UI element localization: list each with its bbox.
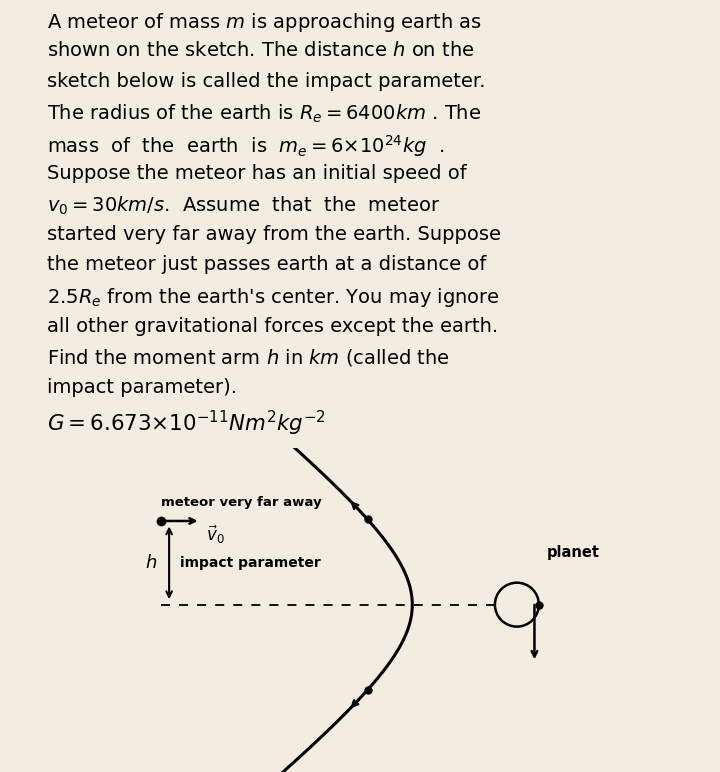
Text: planet: planet: [546, 545, 600, 560]
Text: the meteor just passes earth at a distance of: the meteor just passes earth at a distan…: [47, 256, 486, 274]
Text: started very far away from the earth. Suppose: started very far away from the earth. Su…: [47, 225, 501, 244]
Text: impact parameter: impact parameter: [179, 556, 320, 570]
Text: Suppose the meteor has an initial speed of: Suppose the meteor has an initial speed …: [47, 164, 467, 183]
Text: $G = 6.673{\times}10^{-11}Nm^2kg^{-2}$: $G = 6.673{\times}10^{-11}Nm^2kg^{-2}$: [47, 408, 325, 438]
Text: shown on the sketch. The distance $h$ on the: shown on the sketch. The distance $h$ on…: [47, 41, 474, 60]
Text: meteor very far away: meteor very far away: [161, 496, 322, 510]
Text: impact parameter).: impact parameter).: [47, 378, 237, 397]
Text: A meteor of mass $m$ is approaching earth as: A meteor of mass $m$ is approaching eart…: [47, 11, 482, 33]
Text: mass  of  the  earth  is  $m_e = 6{\times}10^{24}kg$  .: mass of the earth is $m_e = 6{\times}10^…: [47, 133, 444, 159]
Text: $h$: $h$: [145, 554, 157, 572]
Text: Find the moment arm $h$ in $km$ (called the: Find the moment arm $h$ in $km$ (called …: [47, 347, 449, 368]
Text: $\vec{v}_0$: $\vec{v}_0$: [206, 523, 225, 546]
Text: all other gravitational forces except the earth.: all other gravitational forces except th…: [47, 317, 498, 336]
Text: The radius of the earth is $R_e = 6400km$ . The: The radius of the earth is $R_e = 6400km…: [47, 103, 481, 124]
Text: $2.5R_e$ from the earth's center. You may ignore: $2.5R_e$ from the earth's center. You ma…: [47, 286, 500, 309]
Text: $v_0 = 30km/s$.  Assume  that  the  meteor: $v_0 = 30km/s$. Assume that the meteor: [47, 195, 441, 216]
Text: sketch below is called the impact parameter.: sketch below is called the impact parame…: [47, 72, 485, 91]
